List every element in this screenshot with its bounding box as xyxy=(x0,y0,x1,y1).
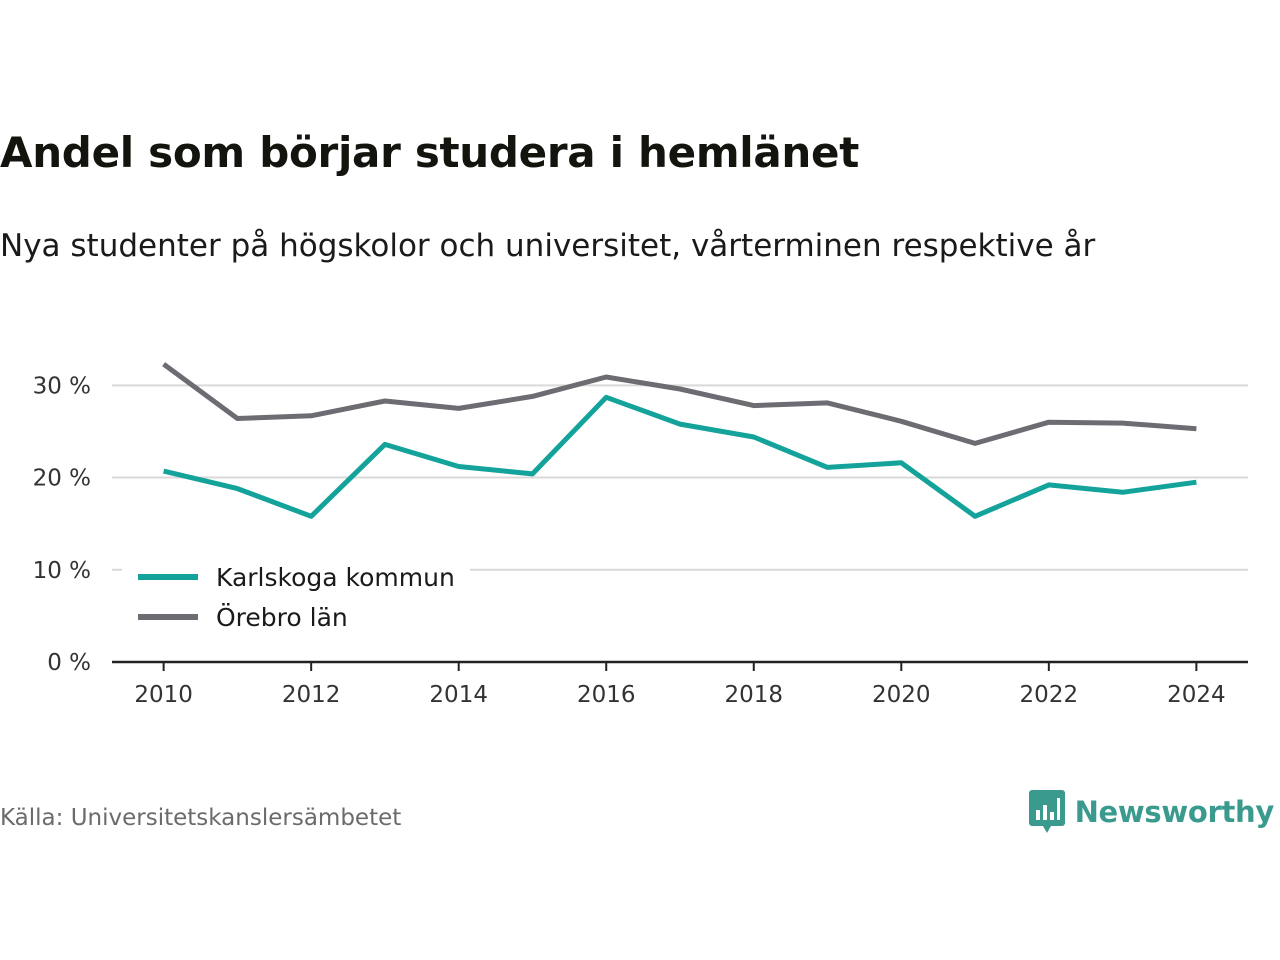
legend: Karlskoga kommun Örebro län xyxy=(122,552,470,644)
x-tick-label: 2014 xyxy=(429,682,488,708)
source-note: Källa: Universitetskanslersämbetet xyxy=(0,805,402,831)
brand-logo: Newsworthy xyxy=(1028,790,1275,834)
x-tick-label: 2024 xyxy=(1167,682,1226,708)
brand-name: Newsworthy xyxy=(1074,795,1275,829)
grid-lines xyxy=(112,384,1248,571)
x-tick-label: 2016 xyxy=(577,682,636,708)
x-tick-label: 2018 xyxy=(724,682,783,708)
legend-background xyxy=(122,552,470,644)
line-chart: 0 % 10 % 20 % 30 % 2010 2012 2014 2016 2018 2020… xyxy=(33,362,1248,708)
x-axis-ticks: 2010 2012 2014 2016 2018 2020 2022 2024 xyxy=(134,662,1226,708)
legend-label: Örebro län xyxy=(216,603,348,632)
chart-title: Andel som börjar studera i hemlänet xyxy=(0,128,859,177)
series-line-orebro-lan xyxy=(162,362,1197,446)
chart-subtitle: Nya studenter på högskolor och universit… xyxy=(0,228,1096,264)
y-tick-label: 30 % xyxy=(33,373,91,399)
x-tick-label: 2022 xyxy=(1020,682,1079,708)
y-axis-ticks: 0 % 10 % 20 % 30 % xyxy=(33,373,91,676)
y-tick-label: 10 % xyxy=(33,558,91,584)
x-tick-label: 2012 xyxy=(282,682,341,708)
newsworthy-logo-icon xyxy=(1028,790,1065,833)
series-lines xyxy=(162,362,1197,519)
x-tick-label: 2010 xyxy=(134,682,193,708)
y-tick-label: 20 % xyxy=(33,466,91,492)
y-tick-label: 0 % xyxy=(47,650,91,676)
series-line-karlskoga-kommun xyxy=(163,394,1197,519)
x-tick-label: 2020 xyxy=(872,682,931,708)
legend-label: Karlskoga kommun xyxy=(216,563,455,592)
